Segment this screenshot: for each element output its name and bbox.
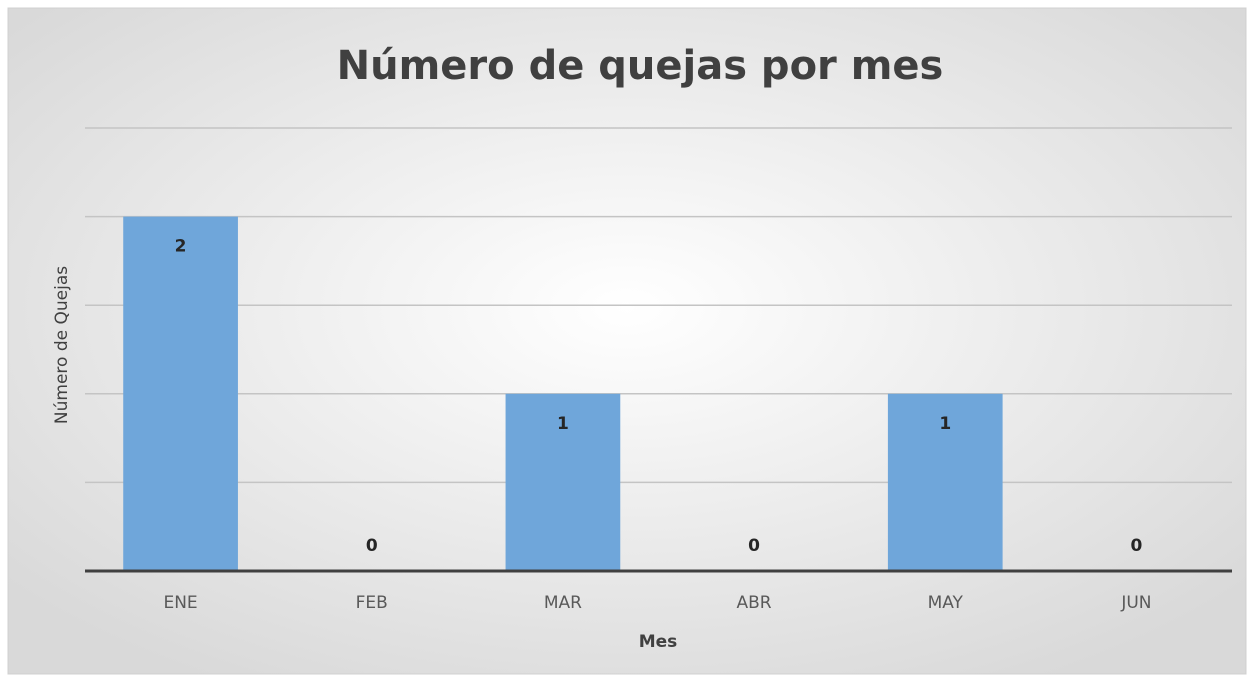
x-tick-label: MAY — [928, 593, 964, 613]
bar — [123, 216, 238, 571]
x-tick-label: ABR — [737, 593, 772, 613]
x-tick-label: MAR — [544, 593, 582, 613]
bar — [887, 393, 1003, 571]
data-label: 1 — [557, 414, 569, 434]
y-axis-label: Número de Quejas — [52, 266, 72, 424]
data-label: 2 — [175, 237, 187, 257]
x-tick-label: JUN — [1120, 593, 1151, 613]
x-tick-label: FEB — [356, 593, 388, 613]
x-tick-label: ENE — [163, 593, 197, 613]
data-label: 0 — [366, 536, 378, 556]
bar — [505, 393, 621, 571]
data-label: 0 — [748, 536, 760, 556]
x-axis-label: Mes — [639, 632, 678, 652]
data-label: 0 — [1130, 536, 1142, 556]
data-label: 1 — [939, 414, 951, 434]
chart-title: Número de quejas por mes — [337, 43, 944, 89]
